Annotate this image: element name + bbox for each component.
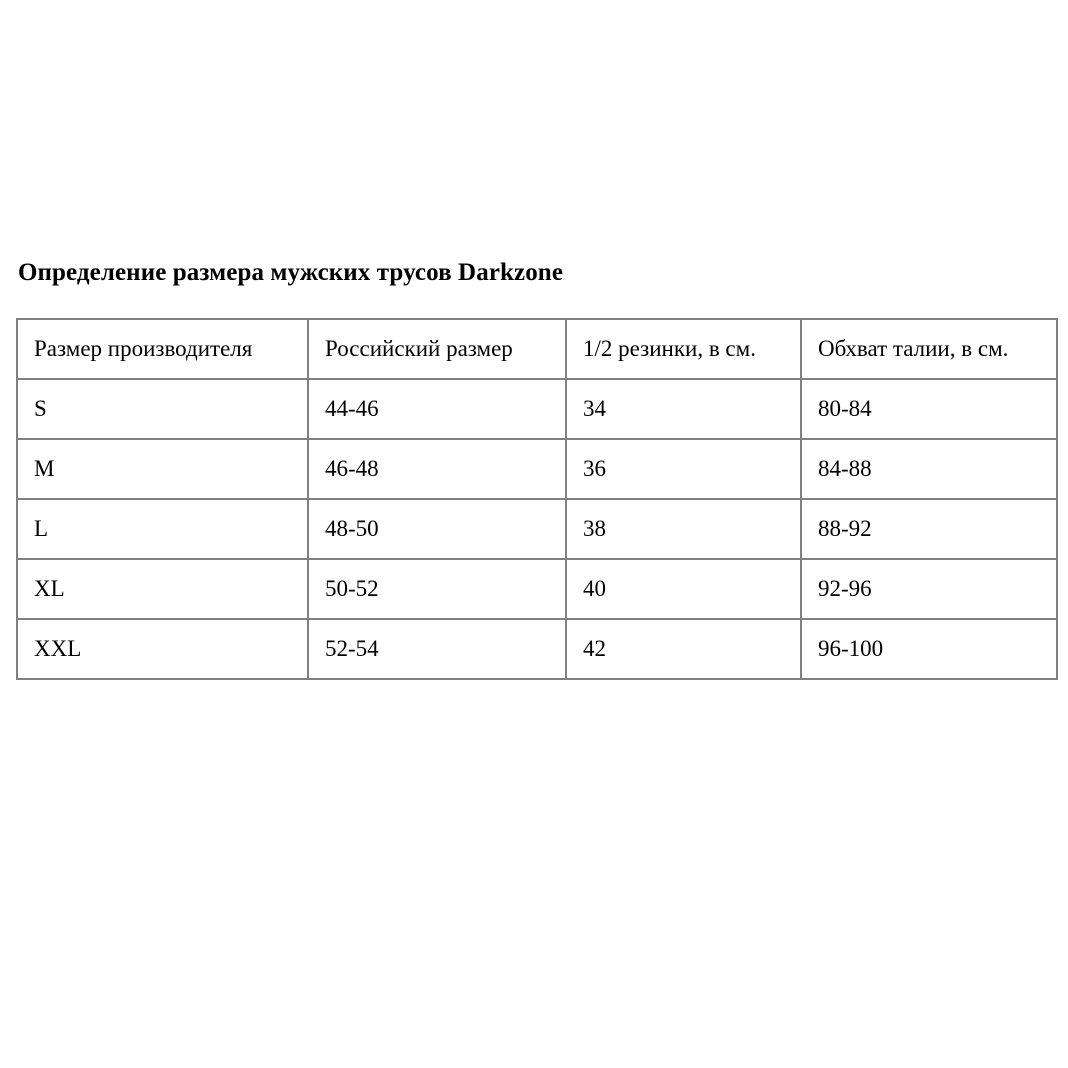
size-chart-table: Размер производителя Российский размер 1… [16,318,1058,680]
table-header: Размер производителя Российский размер 1… [16,318,1058,380]
cell-half-waistband: 40 [565,558,802,620]
cell-waist-circumference: 84-88 [800,438,1058,500]
cell-waist-circumference: 92-96 [800,558,1058,620]
cell-half-waistband: 34 [565,378,802,440]
cell-waist-circumference: 88-92 [800,498,1058,560]
cell-russian-size: 44-46 [307,378,567,440]
column-header-waist-circumference: Обхват талии, в см. [800,318,1058,380]
cell-russian-size: 50-52 [307,558,567,620]
cell-manufacturer-size: M [16,438,309,500]
table-row: S 44-46 34 80-84 [16,378,1058,440]
cell-manufacturer-size: L [16,498,309,560]
table-row: L 48-50 38 88-92 [16,498,1058,560]
cell-half-waistband: 36 [565,438,802,500]
column-header-russian-size: Российский размер [307,318,567,380]
cell-russian-size: 52-54 [307,618,567,680]
cell-manufacturer-size: XL [16,558,309,620]
cell-half-waistband: 38 [565,498,802,560]
column-header-half-waistband: 1/2 резинки, в см. [565,318,802,380]
cell-russian-size: 48-50 [307,498,567,560]
cell-waist-circumference: 96-100 [800,618,1058,680]
page-title: Определение размера мужских трусов Darkz… [18,259,564,286]
table-header-row: Размер производителя Российский размер 1… [16,318,1058,380]
table-body: S 44-46 34 80-84 M 46-48 36 84-88 L 48-5… [16,378,1058,680]
table-row: XL 50-52 40 92-96 [16,558,1058,620]
cell-manufacturer-size: S [16,378,309,440]
column-header-manufacturer-size: Размер производителя [16,318,309,380]
table-row: XXL 52-54 42 96-100 [16,618,1058,680]
table-row: M 46-48 36 84-88 [16,438,1058,500]
cell-half-waistband: 42 [565,618,802,680]
cell-russian-size: 46-48 [307,438,567,500]
cell-manufacturer-size: XXL [16,618,309,680]
cell-waist-circumference: 80-84 [800,378,1058,440]
